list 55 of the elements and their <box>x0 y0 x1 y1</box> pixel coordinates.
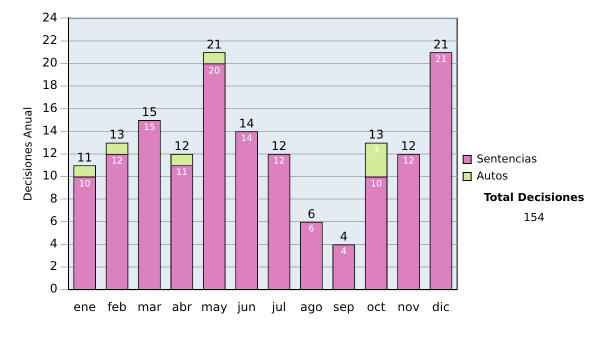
data-label: 15 <box>144 122 156 133</box>
data-label: 21 <box>435 54 447 65</box>
y-tick-label: 6 <box>50 214 58 228</box>
y-tick-label: 20 <box>42 56 58 70</box>
y-tick-label: 14 <box>42 123 58 138</box>
total-label: 14 <box>238 116 254 130</box>
x-tick-label: dic <box>432 300 450 314</box>
text: Total Decisiones <box>484 190 585 204</box>
data-label: 10 <box>78 179 91 190</box>
x-tick-label: sep <box>333 300 354 314</box>
total-label: 12 <box>400 139 416 154</box>
total-label: 12 <box>174 139 190 154</box>
total-label: 21 <box>206 37 222 52</box>
x-tick-label: may <box>201 300 228 314</box>
data-label: 20 <box>208 66 220 76</box>
legend-label: Autos <box>476 169 508 182</box>
data-label: 10 <box>370 179 382 190</box>
total-label: 6 <box>308 206 316 221</box>
y-axis-title: Decisiones Anual <box>21 106 34 201</box>
data-label: 12 <box>402 156 414 167</box>
y-tick-label: 0 <box>50 282 58 296</box>
total-label: 15 <box>142 105 158 120</box>
total-label: 13 <box>368 128 384 142</box>
y-tick-label: 8 <box>50 191 58 206</box>
x-tick-label: nov <box>398 300 420 314</box>
x-tick-label: ene <box>73 300 96 314</box>
y-tick-label: 4 <box>50 236 58 250</box>
x-tick-label: feb <box>107 300 127 314</box>
y-tick-label: 22 <box>42 32 58 47</box>
total-label: 4 <box>340 229 348 244</box>
data-label: 11 <box>176 168 188 178</box>
y-tick-label: 12 <box>42 146 58 160</box>
y-tick-label: 2 <box>50 259 58 274</box>
x-tick-label: abr <box>172 300 192 314</box>
data-label: 4 <box>340 247 347 258</box>
total-label: 12 <box>271 139 287 154</box>
total-label: 11 <box>77 150 92 164</box>
x-tick-label: jul <box>270 300 286 314</box>
total-label: 21 <box>433 37 449 52</box>
y-tick-label: 18 <box>42 78 58 92</box>
data-label: 14 <box>240 134 253 144</box>
data-label: 6 <box>308 224 315 235</box>
x-tick-label: ago <box>300 300 323 314</box>
data-label: 12 <box>273 156 285 167</box>
y-tick-label: 24 <box>42 10 58 24</box>
x-tick-label: jun <box>236 300 256 314</box>
y-tick-label: 16 <box>42 100 58 115</box>
x-tick-label: oct <box>366 300 386 314</box>
x-tick-label: mar <box>137 300 162 314</box>
legend-label: Sentencias <box>476 152 538 166</box>
data-label: 3 <box>373 145 380 156</box>
total-label: 13 <box>109 128 125 142</box>
data-label: 12 <box>111 156 123 167</box>
text: 154 <box>524 210 544 224</box>
y-tick-label: 10 <box>42 168 58 183</box>
